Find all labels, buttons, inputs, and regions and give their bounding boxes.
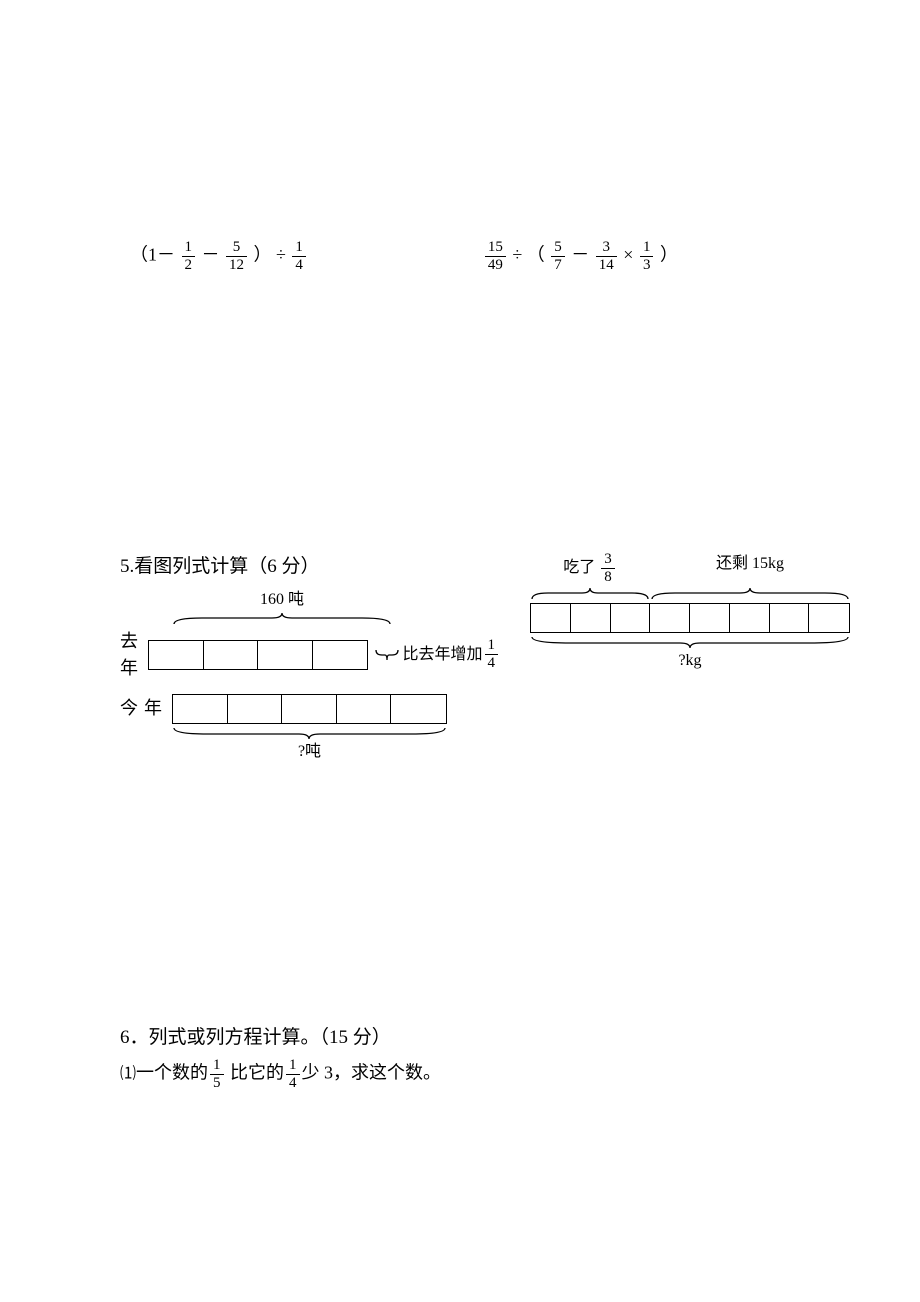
bar-cell xyxy=(730,604,770,632)
diagram-area: 160 吨 去年 比去年增加 14 今年 xyxy=(120,588,870,764)
brace-icon xyxy=(172,726,447,740)
bar-last-year xyxy=(148,640,368,670)
brace-icon xyxy=(650,587,850,601)
fraction: 57 xyxy=(551,240,565,273)
row-this-year: 今年 xyxy=(120,694,500,724)
text: － xyxy=(202,245,225,265)
question-1: ⑴一个数的15 比它的14少 3，求这个数。 xyxy=(120,1058,870,1091)
eaten-label: 吃了 38 xyxy=(530,552,650,585)
bar-cell xyxy=(531,604,571,632)
fraction: 14 xyxy=(485,638,499,671)
bar-cell xyxy=(571,604,611,632)
left-diagram: 160 吨 去年 比去年增加 14 今年 xyxy=(120,588,500,764)
brace-icon xyxy=(172,612,392,626)
fraction: 13 xyxy=(640,240,654,273)
section-6-title: 6．列式或列方程计算。（15 分） xyxy=(120,1024,870,1053)
right-bottom-q: ?kg xyxy=(530,649,850,673)
label-this-year: 今年 xyxy=(120,695,172,722)
text: ） xyxy=(660,245,678,265)
remain-label: 还剩 15kg xyxy=(650,552,850,585)
right-diagram: 吃了 38 还剩 15kg ?kg xyxy=(530,552,870,764)
fraction: 38 xyxy=(601,552,615,585)
bar-cell xyxy=(282,695,337,723)
bar-cell xyxy=(337,695,392,723)
bar-cell xyxy=(650,604,690,632)
brace-icon xyxy=(530,635,850,649)
expression-2: 1549 ÷ （ 57 － 314 × 13 ） xyxy=(483,240,678,273)
brace-icon xyxy=(530,587,650,601)
bar-cell xyxy=(313,641,368,669)
left-bottom-q: ?吨 xyxy=(172,740,447,764)
bar-cell xyxy=(228,695,283,723)
label-last-year: 去年 xyxy=(120,628,148,682)
fraction: 314 xyxy=(596,240,617,273)
bar-cell xyxy=(391,695,446,723)
text: × xyxy=(623,245,638,265)
bar-this-year xyxy=(172,694,447,724)
section-6: 6．列式或列方程计算。（15 分） ⑴一个数的15 比它的14少 3，求这个数。 xyxy=(120,1024,870,1092)
bar-cell xyxy=(809,604,849,632)
text: ÷ （ xyxy=(512,245,544,265)
bar-cell xyxy=(204,641,259,669)
fraction: 14 xyxy=(292,240,306,273)
bar-cell xyxy=(258,641,313,669)
q1-number: ⑴ xyxy=(120,1066,136,1083)
bar-cell xyxy=(770,604,810,632)
section-5-title: 5.看图列式计算（6 分） xyxy=(120,553,320,582)
section-5: 5.看图列式计算（6 分） 160 吨 去年 比去年增加 xyxy=(120,553,870,764)
bar-total xyxy=(530,603,850,633)
text: － xyxy=(571,245,594,265)
fraction: 512 xyxy=(226,240,247,273)
expression-row: （1－ 12 － 512 ） ÷ 14 1549 ÷ （ 57 － 314 × … xyxy=(130,240,870,273)
text: （1－ xyxy=(130,245,175,265)
side-label: 比去年增加 14 xyxy=(374,638,500,671)
bar-cell xyxy=(173,695,228,723)
left-top-value: 160 吨 xyxy=(172,588,392,612)
fraction: 1549 xyxy=(485,240,506,273)
row-last-year: 去年 比去年增加 14 xyxy=(120,628,500,682)
bar-cell xyxy=(611,604,651,632)
bar-cell xyxy=(690,604,730,632)
fraction: 12 xyxy=(182,240,196,273)
text: ） ÷ xyxy=(254,245,291,265)
expression-1: （1－ 12 － 512 ） ÷ 14 xyxy=(130,240,308,273)
fraction: 15 xyxy=(210,1058,224,1091)
bar-cell xyxy=(149,641,204,669)
fraction: 14 xyxy=(286,1058,300,1091)
